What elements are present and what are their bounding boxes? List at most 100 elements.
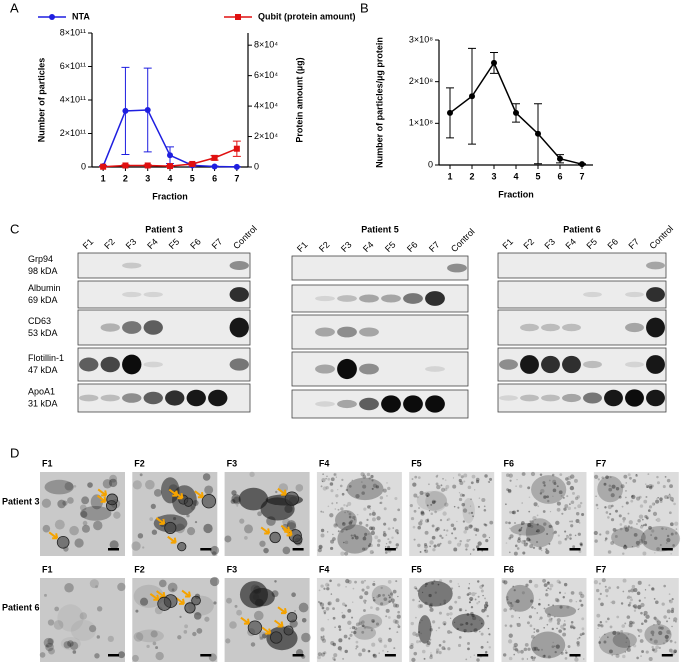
texture bbox=[538, 598, 541, 601]
texture bbox=[193, 612, 202, 620]
texture bbox=[570, 620, 574, 624]
texture bbox=[593, 530, 598, 536]
micrograph bbox=[501, 578, 587, 662]
texture bbox=[469, 656, 472, 658]
texture bbox=[640, 602, 645, 608]
texture bbox=[335, 598, 340, 603]
texture bbox=[371, 479, 374, 482]
texture bbox=[510, 604, 514, 608]
texture bbox=[570, 591, 575, 595]
texture bbox=[656, 547, 661, 551]
blot-band bbox=[604, 389, 623, 407]
texture bbox=[320, 485, 323, 488]
texture bbox=[583, 658, 585, 660]
lane-label: F4 bbox=[145, 237, 160, 252]
texture bbox=[343, 634, 348, 639]
texture bbox=[470, 481, 474, 485]
micrograph bbox=[501, 471, 587, 556]
texture bbox=[145, 479, 155, 490]
texture bbox=[430, 503, 433, 506]
texture bbox=[622, 520, 625, 523]
stain bbox=[525, 518, 554, 548]
texture bbox=[376, 543, 381, 547]
texture bbox=[542, 578, 546, 583]
texture bbox=[518, 617, 520, 619]
vesicle bbox=[177, 542, 187, 552]
texture bbox=[612, 527, 617, 532]
texture bbox=[468, 583, 471, 585]
texture bbox=[479, 585, 483, 589]
texture bbox=[611, 654, 614, 657]
texture bbox=[556, 485, 559, 488]
legend-label: Qubit (protein amount) bbox=[258, 11, 355, 21]
texture bbox=[637, 605, 642, 610]
texture bbox=[674, 531, 678, 535]
y-tick-label: 2×10¹¹ bbox=[60, 128, 86, 138]
texture bbox=[622, 552, 625, 555]
texture bbox=[569, 537, 572, 540]
texture bbox=[358, 652, 362, 657]
texture bbox=[481, 584, 485, 587]
texture bbox=[372, 510, 375, 513]
texture bbox=[385, 542, 388, 545]
blot-strip bbox=[497, 280, 667, 309]
texture bbox=[651, 529, 655, 533]
texture bbox=[650, 534, 652, 536]
texture bbox=[192, 631, 197, 637]
blot-band bbox=[337, 326, 357, 338]
texture bbox=[548, 542, 551, 545]
y-tick-label: 1×10⁸ bbox=[409, 118, 433, 128]
texture bbox=[361, 648, 366, 653]
texture bbox=[593, 580, 599, 585]
texture bbox=[638, 599, 641, 602]
texture bbox=[377, 539, 381, 543]
texture bbox=[442, 478, 444, 480]
blot-band bbox=[337, 295, 357, 302]
texture bbox=[578, 522, 581, 524]
texture bbox=[275, 490, 278, 494]
texture bbox=[118, 651, 125, 659]
texture bbox=[555, 520, 560, 526]
texture bbox=[545, 548, 548, 551]
texture bbox=[531, 657, 536, 662]
legend-label: NTA bbox=[72, 11, 90, 21]
texture bbox=[623, 525, 628, 529]
texture bbox=[673, 649, 677, 654]
texture bbox=[529, 624, 533, 628]
texture bbox=[624, 651, 626, 653]
image-label: F6 bbox=[504, 458, 515, 468]
texture bbox=[670, 553, 672, 555]
texture bbox=[383, 530, 386, 534]
texture bbox=[445, 484, 450, 489]
texture bbox=[470, 599, 472, 601]
texture bbox=[533, 502, 538, 507]
texture bbox=[568, 598, 573, 603]
texture bbox=[389, 592, 394, 596]
texture bbox=[521, 657, 525, 661]
y2-tick-label: 0 bbox=[254, 161, 259, 171]
texture bbox=[369, 526, 373, 531]
texture bbox=[362, 484, 367, 489]
lane-label: F1 bbox=[501, 237, 516, 252]
texture bbox=[466, 539, 470, 543]
texture bbox=[653, 616, 657, 620]
texture bbox=[327, 618, 329, 621]
texture bbox=[475, 528, 480, 532]
texture bbox=[581, 632, 585, 636]
lane-label: F4 bbox=[564, 237, 579, 252]
texture bbox=[351, 479, 354, 482]
texture bbox=[484, 606, 487, 610]
texture bbox=[457, 473, 461, 477]
texture bbox=[526, 542, 529, 545]
texture bbox=[527, 486, 531, 490]
lane-label: Control bbox=[449, 227, 477, 255]
texture bbox=[671, 598, 674, 601]
texture bbox=[644, 514, 648, 519]
texture bbox=[619, 527, 623, 531]
texture bbox=[561, 512, 564, 515]
texture bbox=[468, 601, 472, 604]
texture bbox=[515, 599, 520, 604]
texture bbox=[666, 609, 671, 614]
texture bbox=[625, 482, 627, 484]
texture bbox=[487, 480, 490, 483]
